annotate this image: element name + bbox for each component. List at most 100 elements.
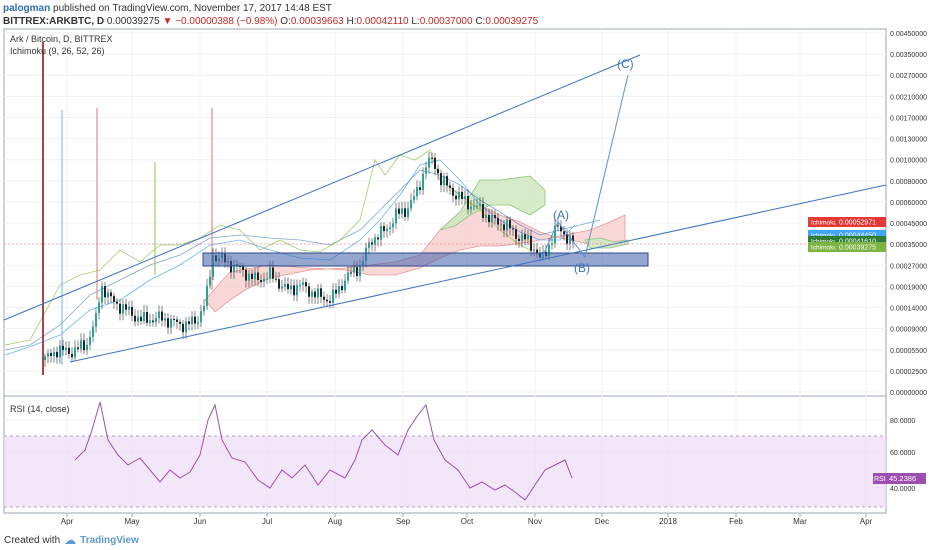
tradingview-logo-icon: ☁	[64, 533, 77, 547]
candle-body	[296, 285, 298, 296]
candle-body	[560, 226, 562, 232]
candle-body	[272, 267, 274, 279]
candle-body	[290, 285, 292, 290]
y-tick-label: 0.00170000	[890, 115, 927, 122]
candle-body	[254, 272, 256, 280]
candle-body	[185, 321, 187, 333]
candle-body	[335, 289, 337, 294]
channel-lower-line[interactable]	[69, 184, 887, 363]
candle-body	[470, 206, 472, 210]
candle-body	[380, 226, 382, 240]
candle-body	[116, 301, 118, 304]
rsi-tick-label: 40.0000	[890, 486, 915, 493]
wave-label-b: (B)	[574, 261, 590, 275]
candle-body	[404, 208, 406, 217]
candle-body	[455, 195, 457, 200]
candle-body	[110, 292, 112, 297]
candle-body	[176, 319, 178, 322]
candle-body	[104, 286, 106, 298]
candle-body	[536, 249, 538, 254]
candle-body	[143, 311, 145, 322]
y-tick-label: 0.00080000	[890, 179, 927, 186]
channel-upper-line[interactable]	[3, 54, 641, 321]
candle-body	[452, 187, 454, 196]
candle-body	[77, 347, 79, 350]
candle-body	[197, 322, 199, 324]
rsi-tick-label: 60.0000	[890, 450, 915, 457]
x-tick-label: Mar	[793, 517, 807, 526]
candle-body	[482, 204, 484, 218]
x-tick-label: Feb	[729, 517, 743, 526]
candle-body	[194, 316, 196, 324]
candle-body	[59, 345, 61, 358]
tradingview-brand[interactable]: TradingView	[80, 534, 139, 546]
candle-body	[95, 313, 97, 327]
high-value: 0.00042110	[356, 16, 409, 27]
candle-body	[464, 196, 466, 199]
x-axis: Apr May Jun Jul Aug Sep Oct Nov Dec 2018 Feb Mar Apr	[61, 513, 873, 526]
candle-body	[146, 311, 148, 323]
candle-body	[140, 316, 142, 322]
candle-body	[200, 311, 202, 323]
candle-body	[191, 316, 193, 325]
rsi-last-name: RSI	[874, 476, 886, 483]
candle-body	[62, 345, 64, 350]
candle-body	[533, 249, 535, 251]
candle-body	[431, 157, 433, 159]
candle-body	[251, 273, 253, 280]
candle-body	[461, 191, 463, 199]
candle-body	[257, 272, 259, 280]
candle-body	[245, 269, 247, 281]
y-tick-label: 0.00100000	[890, 158, 927, 165]
candle-body	[278, 279, 280, 289]
x-tick-label: Sep	[396, 517, 411, 526]
candle-body	[164, 318, 166, 321]
y-tick-label: 0.00350000	[890, 52, 927, 59]
support-zone[interactable]	[202, 252, 649, 267]
candle-body	[572, 235, 574, 242]
candle-body	[491, 215, 493, 223]
price-label-value: 0.00039275	[839, 245, 876, 252]
candle-body	[422, 173, 424, 190]
candle-body	[92, 326, 94, 337]
elliott-wave-path[interactable]	[539, 74, 629, 263]
candle-body	[500, 224, 502, 226]
price-label-name: Ichimoku Lead 2	[811, 220, 859, 227]
candle-body	[458, 191, 460, 200]
wave-label-c: (C)	[617, 57, 634, 71]
candle-body	[359, 265, 361, 277]
candle-body	[503, 224, 505, 231]
candle-body	[65, 347, 67, 350]
price-label-value: 0.00052971	[839, 220, 876, 227]
candle-body	[158, 311, 160, 319]
candle-body	[509, 219, 511, 229]
candle-body	[107, 292, 109, 298]
candle-body	[122, 304, 124, 314]
candle-body	[242, 266, 244, 270]
rsi-last-value: 45.2386	[889, 474, 916, 483]
x-tick-label: Apr	[860, 517, 873, 526]
candle-body	[71, 353, 73, 358]
candle-body	[398, 208, 400, 214]
candle-body	[386, 229, 388, 232]
candle-body	[446, 176, 448, 186]
footer: Created with ☁ TradingView	[4, 533, 139, 547]
candle-body	[506, 219, 508, 231]
candle-body	[53, 351, 55, 356]
x-tick-label: Apr	[61, 517, 74, 526]
candle-body	[494, 215, 496, 219]
candle-body	[131, 307, 133, 316]
created-with-text: Created with	[4, 534, 61, 546]
y-tick-label: 0.00000000	[890, 390, 927, 397]
candle-body	[206, 285, 208, 307]
publish-header: palogman published on TradingView.com, N…	[3, 3, 332, 14]
candle-body	[161, 311, 163, 321]
y-tick-label: 0.00014000	[890, 306, 927, 313]
candle-body	[347, 272, 349, 281]
author-link[interactable]: palogman	[3, 3, 51, 14]
candle-body	[266, 278, 268, 280]
candle-body	[119, 303, 121, 314]
y-tick-label: 0.00045000	[890, 221, 927, 228]
